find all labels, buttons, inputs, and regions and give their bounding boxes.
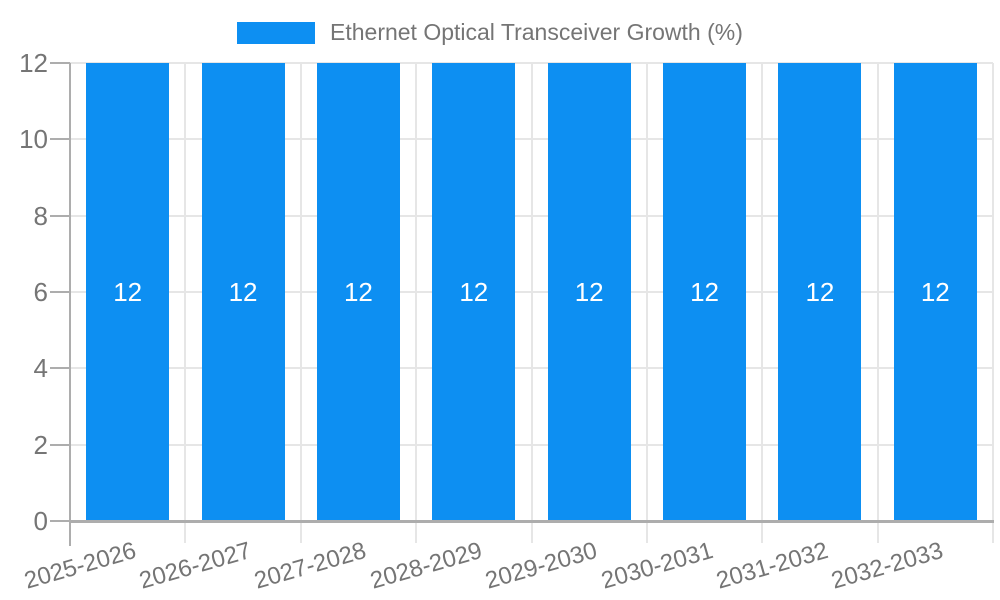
bar-value-label: 12 (690, 277, 720, 307)
bar[interactable] (663, 63, 747, 521)
category-grid-line (299, 63, 302, 543)
category-grid-line (876, 63, 879, 543)
bar-value-label: 12 (920, 277, 950, 307)
bar-value-label: 12 (228, 277, 258, 307)
bar[interactable] (201, 63, 285, 521)
bar-value-label: 12 (113, 277, 143, 307)
y-axis-tick (50, 62, 70, 64)
bar-value-label: 12 (343, 277, 373, 307)
y-tick-label: 2 (33, 429, 48, 460)
bar-value-label: 12 (459, 277, 489, 307)
category-grid-line (761, 63, 764, 543)
y-tick-label: 12 (19, 48, 48, 78)
y-tick-label: 6 (33, 277, 48, 307)
category-grid-line (992, 63, 994, 543)
bar[interactable] (86, 63, 170, 521)
legend-swatch (237, 21, 315, 44)
bar[interactable] (547, 63, 631, 521)
bar-value-label: 12 (805, 277, 835, 307)
bar[interactable] (432, 63, 516, 521)
category-grid-line (184, 63, 187, 543)
category-grid-line (415, 63, 418, 543)
y-tick-label: 0 (33, 506, 48, 536)
chart-legend[interactable]: Ethernet Optical Transceiver Growth (%) (237, 21, 743, 44)
x-baseline (70, 519, 994, 523)
y-axis-tick (50, 291, 70, 293)
category-grid-line (645, 63, 648, 543)
bar-value-label: 12 (574, 277, 604, 307)
y-axis-tick (50, 214, 70, 217)
legend-label: Ethernet Optical Transceiver Growth (%) (330, 19, 743, 45)
category-grid-line (530, 63, 533, 543)
bar[interactable] (778, 63, 862, 521)
y-tick-label: 10 (19, 124, 48, 155)
y-tick-label: 8 (33, 200, 48, 231)
y-axis-tick (50, 520, 70, 522)
y-axis-tick (50, 138, 70, 141)
y-tick-label: 4 (33, 353, 48, 384)
bar[interactable] (316, 63, 400, 521)
y-axis-tick (50, 367, 70, 370)
y-axis-line (69, 63, 71, 546)
bar[interactable] (893, 63, 977, 521)
y-axis-tick (50, 443, 70, 446)
